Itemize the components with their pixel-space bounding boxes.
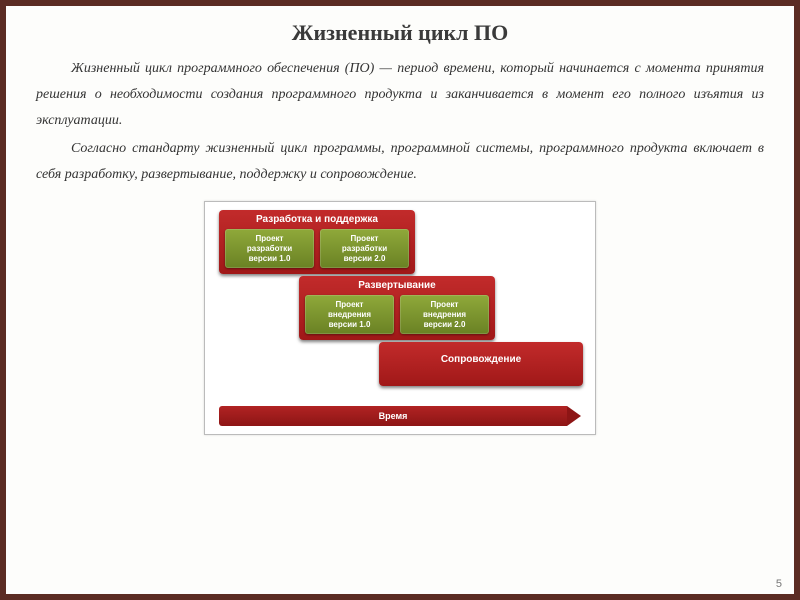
phase-deployment-header: Развертывание <box>305 280 489 291</box>
deploy-v2-l1: Проект <box>403 300 486 310</box>
dev-v1-l3: версии 1.0 <box>228 254 311 264</box>
deploy-v1-box: Проект внедрения версии 1.0 <box>305 295 394 334</box>
page-number: 5 <box>776 578 782 590</box>
deploy-v2-box: Проект внедрения версии 2.0 <box>400 295 489 334</box>
paragraph-2: Согласно стандарту жизненный цикл програ… <box>36 136 764 188</box>
dev-v1-l1: Проект <box>228 234 311 244</box>
timeline-arrowhead <box>567 406 581 426</box>
paragraph-1: Жизненный цикл программного обеспечения … <box>36 56 764 134</box>
phase-maintenance: Сопровождение <box>379 342 583 386</box>
dev-v1-box: Проект разработки версии 1.0 <box>225 229 314 268</box>
phase-development-header: Разработка и поддержка <box>225 214 409 225</box>
deploy-v2-l3: версии 2.0 <box>403 320 486 330</box>
slide-title: Жизненный цикл ПО <box>36 20 764 46</box>
timeline-label: Время <box>219 406 567 426</box>
diagram-canvas: Разработка и поддержка Проект разработки… <box>213 210 589 426</box>
lifecycle-diagram: Разработка и поддержка Проект разработки… <box>204 201 596 435</box>
deploy-v2-l2: внедрения <box>403 310 486 320</box>
dev-v2-box: Проект разработки версии 2.0 <box>320 229 409 268</box>
slide: Жизненный цикл ПО Жизненный цикл програм… <box>6 6 794 594</box>
timeline-arrow: Время <box>219 406 581 426</box>
dev-v2-l1: Проект <box>323 234 406 244</box>
deploy-v1-l1: Проект <box>308 300 391 310</box>
dev-v2-l3: версии 2.0 <box>323 254 406 264</box>
deploy-v1-l3: версии 1.0 <box>308 320 391 330</box>
deploy-v1-l2: внедрения <box>308 310 391 320</box>
dev-v2-l2: разработки <box>323 244 406 254</box>
phase-maintenance-label: Сопровождение <box>379 342 583 377</box>
phase-development: Разработка и поддержка Проект разработки… <box>219 210 415 274</box>
dev-v1-l2: разработки <box>228 244 311 254</box>
phase-deployment: Развертывание Проект внедрения версии 1.… <box>299 276 495 340</box>
